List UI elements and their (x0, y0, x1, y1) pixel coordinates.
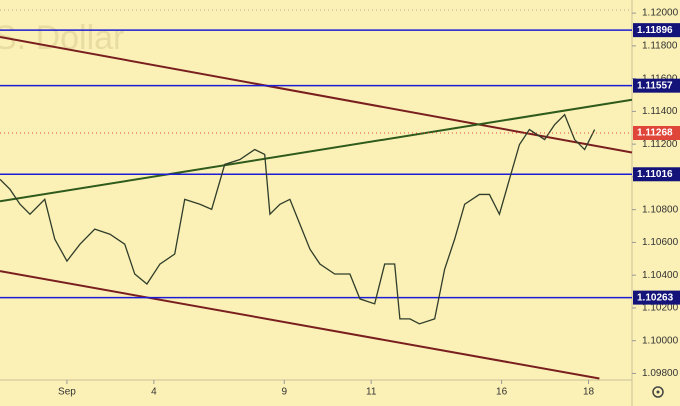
x-tick-label: 18 (583, 387, 595, 398)
y-tick-label: 1.10800 (642, 204, 679, 215)
last-price-label: 1.11268 (637, 128, 673, 139)
x-tick-label: 9 (281, 387, 287, 398)
level-tag (633, 78, 680, 93)
last-price-tag (633, 126, 680, 140)
level-tag (633, 290, 680, 305)
level-label: 1.11557 (637, 80, 673, 91)
settings-icon[interactable] (652, 386, 664, 398)
y-tick-label: 1.10000 (642, 335, 679, 346)
y-tick-label: 1.10200 (642, 303, 679, 314)
trendline (0, 98, 633, 203)
y-tick-label: 1.12000 (642, 8, 679, 19)
x-tick-label: 16 (496, 387, 508, 398)
price-line (0, 113, 596, 325)
x-tick-label: 4 (151, 387, 157, 398)
watermark: U.S. Dollar (0, 19, 124, 57)
level-label: 1.11016 (637, 169, 673, 180)
x-tick-label: Sep (58, 387, 76, 398)
level-tag (633, 23, 680, 38)
level-label: 1.11896 (637, 25, 673, 36)
y-tick-label: 1.10400 (642, 270, 679, 281)
y-tick-label: 1.09800 (642, 368, 679, 379)
y-tick-label: 1.11200 (642, 139, 678, 150)
level-label: 1.10263 (637, 292, 674, 303)
y-tick-label: 1.11400 (642, 106, 678, 117)
level-tag (633, 167, 680, 182)
x-tick-label: 11 (366, 387, 377, 398)
y-tick-label: 1.11800 (642, 41, 678, 52)
trendline (0, 270, 600, 380)
y-tick-label: 1.10600 (642, 237, 679, 248)
